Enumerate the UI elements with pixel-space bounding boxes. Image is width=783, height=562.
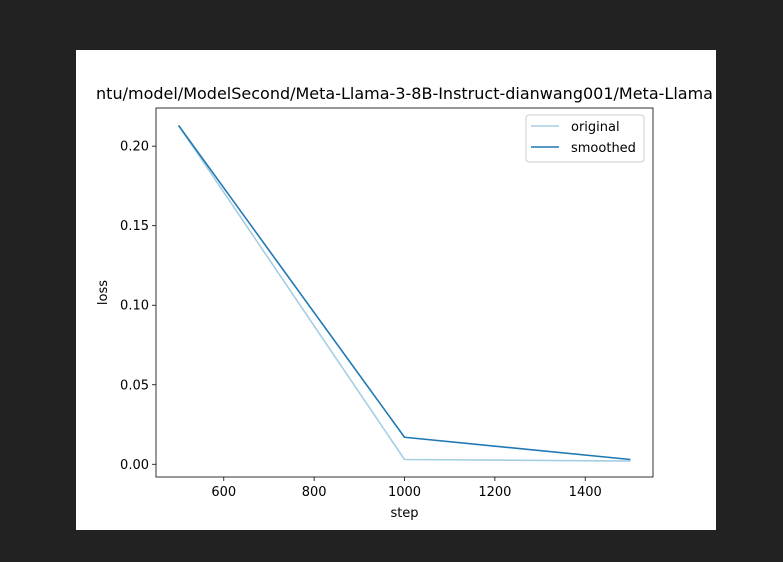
x-tick-label: 1200 [478, 485, 511, 500]
y-tick-label: 0.10 [120, 299, 149, 314]
chart-canvas: ntu/model/ModelSecond/Meta-Llama-3-8B-In… [96, 84, 713, 521]
y-tick-label: 0.05 [120, 378, 149, 393]
y-tick-label: 0.15 [120, 219, 149, 234]
x-axis-label: step [390, 506, 418, 521]
plot-area-frame [155, 107, 654, 478]
chart-title: ntu/model/ModelSecond/Meta-Llama-3-8B-In… [96, 84, 713, 103]
y-axis-label: loss [96, 280, 111, 305]
legend-label-original: original [571, 120, 620, 135]
series-line-smoothed [177, 125, 631, 461]
x-tick-label: 1400 [569, 485, 602, 500]
x-tick-label: 800 [302, 485, 327, 500]
x-tick-label: 1000 [388, 485, 421, 500]
legend-label-smoothed: smoothed [571, 141, 636, 156]
chart-figure: ntu/model/ModelSecond/Meta-Llama-3-8B-In… [76, 50, 716, 530]
series-line-original [177, 125, 631, 462]
y-tick-label: 0.20 [120, 140, 149, 155]
y-tick-label: 0.00 [120, 458, 149, 473]
x-tick-label: 600 [211, 485, 236, 500]
